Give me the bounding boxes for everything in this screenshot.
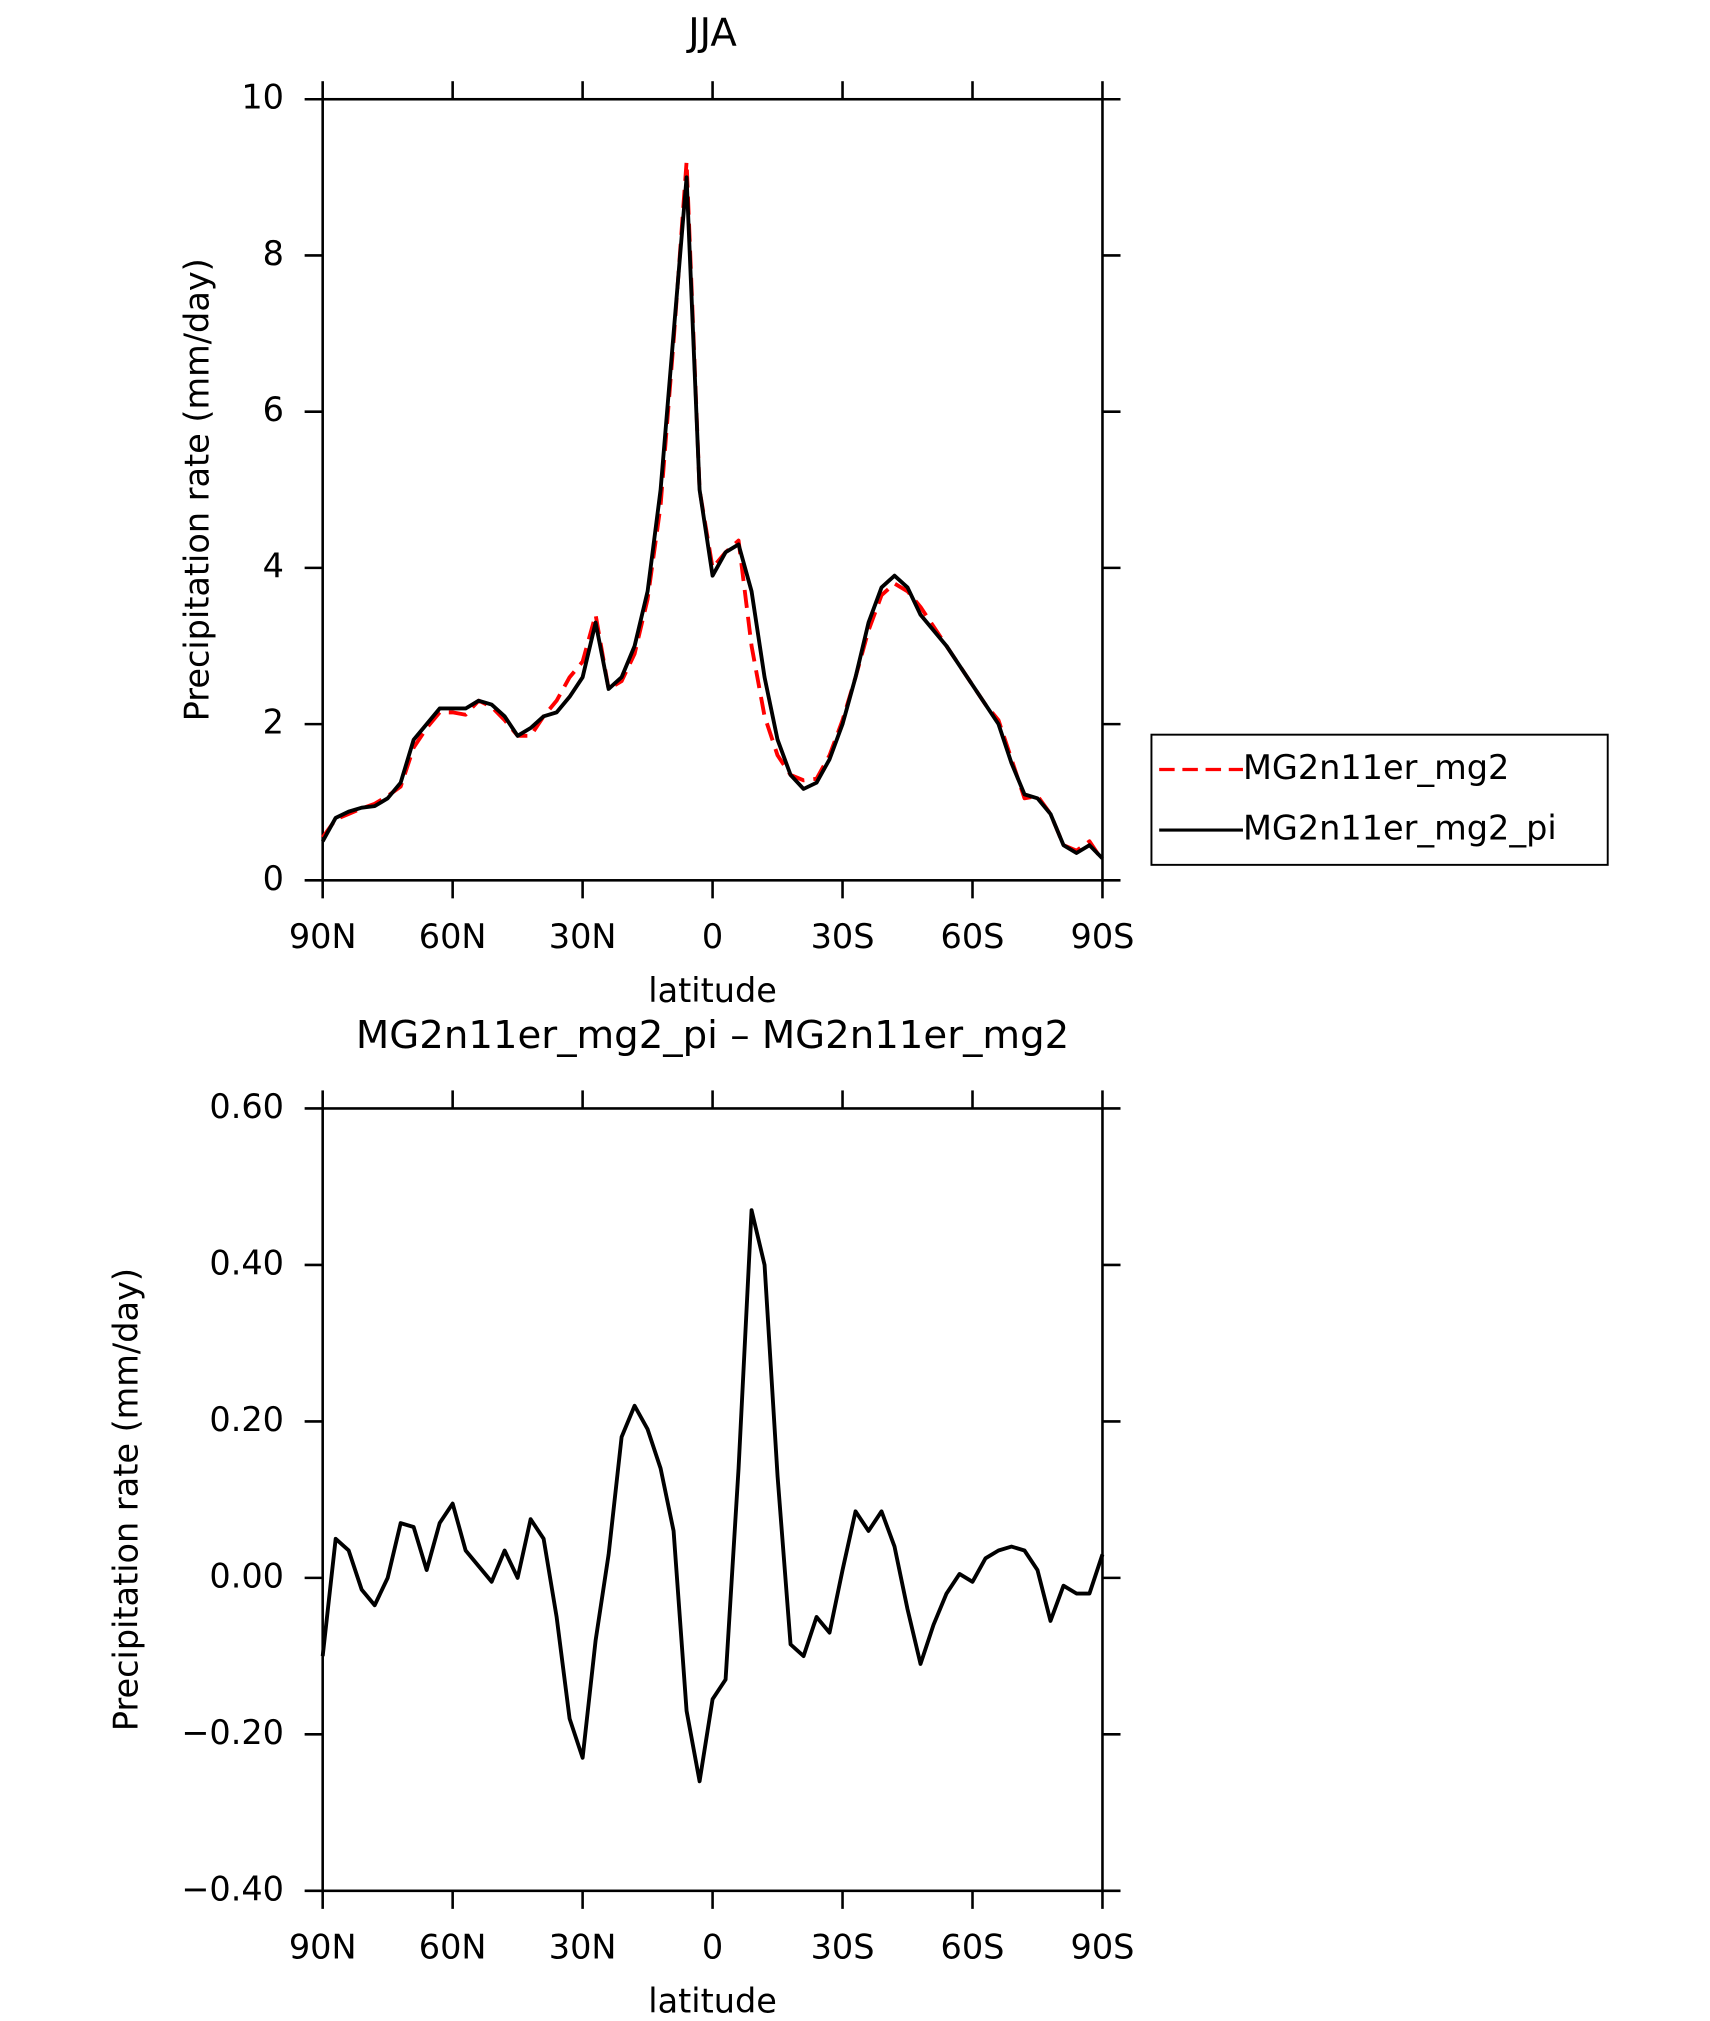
x-tick-label: 60N [419,1927,487,1966]
y-axis-label: Precipitation rate (mm/day) [107,1268,146,1731]
x-tick-label: 90N [289,1927,357,1966]
x-tick-label: 30N [549,917,617,956]
x-axis-label: latitude [648,971,777,1010]
x-tick-label: 90S [1071,1927,1135,1966]
legend-box [1150,733,1609,866]
plot-frame [321,97,1104,882]
y-tick-label: 0.40 [209,1243,284,1282]
plot-frame [321,1107,1104,1893]
data-line [320,1208,1105,1784]
x-tick-label: 30S [811,1927,875,1966]
data-line [320,175,1104,860]
x-tick-label: 60N [419,917,487,956]
y-tick-label: −0.20 [181,1713,284,1752]
x-tick-label: 30N [549,1927,617,1966]
data-line [321,159,1105,862]
x-tick-label: 60S [941,1927,1005,1966]
chart-title: MG2n11er_mg2_pi – MG2n11er_mg2 [356,1013,1069,1058]
x-tick-label: 0 [702,917,723,956]
legend-label: MG2n11er_mg2 [1243,748,1509,787]
y-tick-label: 0.20 [209,1400,284,1439]
y-tick-label: 0 [263,859,284,898]
y-tick-label: 10 [241,78,284,117]
y-tick-label: 8 [263,234,284,273]
x-tick-label: 0 [702,1927,723,1966]
y-tick-label: 4 [263,546,284,585]
y-tick-label: 6 [263,390,284,429]
y-tick-label: −0.40 [181,1869,284,1908]
y-tick-label: 0.60 [209,1087,284,1126]
chart-title: JJA [686,10,737,55]
x-axis-label: latitude [648,1981,777,2020]
x-tick-label: 60S [941,917,1005,956]
y-tick-label: 2 [263,703,284,742]
x-tick-label: 90N [289,917,357,956]
x-tick-label: 30S [811,917,875,956]
y-axis-label: Precipitation rate (mm/day) [177,258,216,721]
x-tick-label: 90S [1071,917,1135,956]
legend-label: MG2n11er_mg2_pi [1243,809,1557,848]
y-tick-label: 0.00 [209,1556,284,1595]
